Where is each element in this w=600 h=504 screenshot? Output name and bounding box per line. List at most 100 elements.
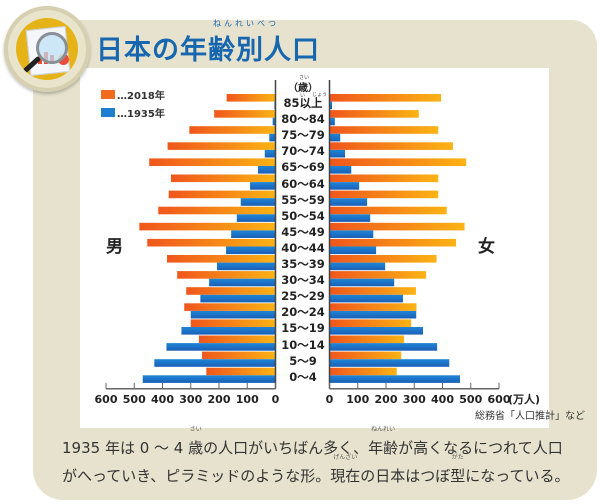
bar-right-1935-9 (329, 246, 377, 255)
bar-left-1935-5 (250, 182, 276, 190)
age-unit-ruby: さい (299, 75, 310, 81)
bar-left-2018-2 (189, 126, 276, 134)
right-tick-label: 500 (459, 393, 482, 406)
bar-left-2018-13 (184, 303, 276, 311)
bar-left-1935-12 (200, 294, 276, 303)
over-ruby-2: じょう (312, 92, 328, 98)
bar-right-2018-11 (329, 271, 427, 279)
magnifier-report-icon (4, 6, 90, 92)
bar-left-2018-6 (168, 190, 276, 199)
bar-left-2018-9 (147, 238, 276, 247)
bar-right-2018-4 (329, 158, 467, 166)
legend-swatch-2018 (101, 89, 115, 99)
bar-left-2018-3 (167, 142, 276, 150)
bar-left-1935-1 (272, 117, 276, 126)
left-tick-label: 200 (208, 393, 231, 406)
bar-left-2018-14 (190, 319, 276, 327)
bar-right-2018-5 (329, 174, 439, 183)
bar-right-1935-7 (329, 214, 371, 222)
bar-right-1935-17 (329, 375, 461, 383)
over-ruby-1: い (300, 93, 306, 99)
age-label: 15～19 (281, 321, 325, 336)
bar-right-1935-8 (329, 230, 374, 238)
left-tick-label: 100 (236, 393, 259, 406)
legend-label-2018: …2018年 (117, 90, 165, 102)
bar-left-2018-10 (167, 255, 276, 263)
legend-item-2018: …2018年 (101, 86, 165, 102)
bar-right-2018-15 (329, 335, 405, 344)
bar-right-1935-0 (329, 101, 333, 110)
left-tick-label: 600 (95, 393, 118, 406)
bar-right-2018-17 (329, 367, 397, 376)
bar-left-1935-10 (217, 262, 276, 271)
bar-right-2018-9 (329, 238, 457, 247)
right-tick-label: 600 (488, 393, 511, 406)
left-tick-label: 500 (123, 393, 146, 406)
age-label: 75～79 (281, 128, 325, 143)
bar-left-1935-11 (209, 278, 276, 287)
title-ruby: ねんれいべつ (213, 19, 279, 28)
right-tick-label: 100 (346, 393, 369, 406)
age-label: 35～39 (281, 257, 325, 271)
age-unit-label: （歳） (288, 83, 318, 94)
bar-right-1935-6 (329, 198, 368, 206)
legend-item-1935: …1935年 (101, 104, 165, 120)
bar-left-1935-6 (240, 198, 276, 206)
bar-left-1935-9 (226, 246, 276, 255)
bar-left-1935-3 (264, 149, 276, 158)
bar-left-1935-16 (154, 359, 276, 367)
bar-left-2018-1 (214, 110, 276, 118)
age-label: 0～4 (289, 369, 317, 384)
bar-right-2018-7 (329, 206, 447, 215)
age-label: 85以上 (283, 96, 323, 110)
age-label: 55～59 (281, 192, 325, 207)
age-label: 20～24 (281, 305, 325, 320)
bar-right-2018-0 (329, 94, 442, 102)
caption: 1935 年は 0 ～ 4 さい 歳の人口がいちばん多く、 ねんれい 年齢が高くなるに… (62, 426, 592, 490)
age-label: 25～29 (281, 289, 325, 304)
bar-right-1935-4 (329, 166, 352, 174)
age-label: 10～14 (281, 337, 325, 352)
bar-right-1935-3 (329, 149, 346, 158)
bar-left-1935-7 (236, 214, 276, 222)
source-note: 総務省「人口推計」など (475, 411, 585, 422)
page-title: 日本の年齢別人口 (96, 35, 320, 66)
age-label: 80～84 (281, 112, 325, 127)
caption-line-2: がへっていき、ピラミッドのような形。 げんざい 現在の日本はつぼ がた 型になっている。 (62, 454, 570, 485)
left-tick-label: 0 (272, 393, 280, 406)
left-tick-label: 400 (151, 393, 174, 406)
bar-right-1935-12 (329, 294, 403, 303)
left-tick-label: 300 (179, 393, 202, 406)
bar-left-2018-4 (149, 158, 276, 166)
age-label: 40～44 (281, 240, 325, 255)
bar-right-2018-1 (329, 110, 419, 118)
bar-left-2018-17 (206, 367, 276, 376)
bar-right-2018-10 (329, 255, 437, 263)
age-label: 60～64 (281, 176, 325, 191)
bar-left-2018-5 (170, 174, 276, 183)
bar-right-1935-13 (329, 310, 417, 319)
bar-right-2018-3 (329, 142, 453, 150)
caption-line-1: 1935 年は 0 ～ 4 さい 歳の人口がいちばん多く、 ねんれい 年齢が高くなるに… (62, 426, 563, 457)
age-label: 50～54 (281, 208, 325, 223)
right-tick-label: 0 (326, 393, 334, 406)
bar-left-2018-7 (158, 206, 276, 215)
age-label: 5～9 (289, 353, 317, 368)
bar-left-1935-8 (231, 230, 276, 238)
bar-right-2018-8 (329, 222, 465, 231)
age-label: 70～74 (281, 144, 325, 159)
bar-right-2018-16 (329, 351, 402, 360)
bar-left-1935-2 (269, 133, 276, 142)
bar-left-1935-17 (142, 375, 276, 383)
female-label: 女 (478, 237, 495, 257)
bar-left-2018-16 (202, 351, 276, 360)
x-unit-label: (万人) (508, 392, 540, 406)
legend: …2018年 …1935年 (101, 86, 165, 122)
bar-right-2018-14 (329, 319, 412, 327)
bar-right-2018-13 (329, 303, 417, 311)
bar-left-2018-11 (177, 271, 276, 279)
right-tick-label: 400 (431, 393, 454, 406)
bar-right-1935-11 (329, 278, 395, 287)
bar-right-1935-14 (329, 327, 424, 335)
